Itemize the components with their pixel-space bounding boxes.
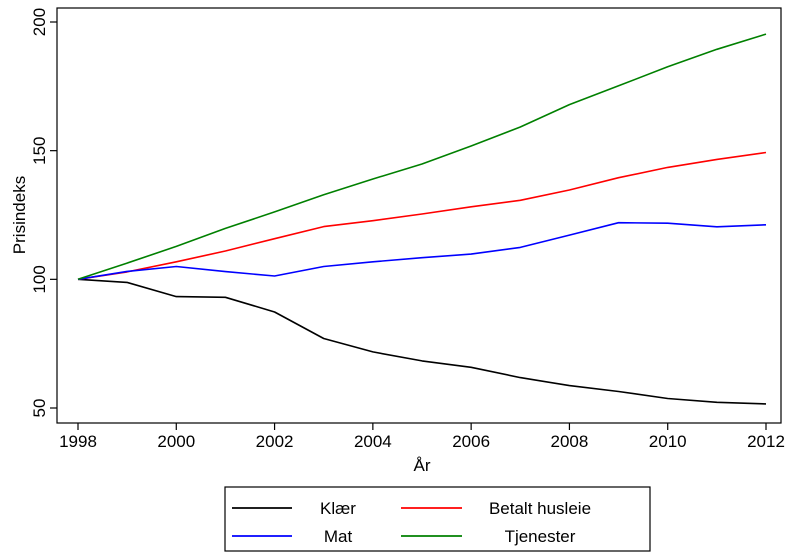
- y-tick-label: 50: [30, 399, 49, 418]
- x-tick-label: 2010: [649, 432, 687, 451]
- series-line-1: [77, 151, 767, 281]
- legend-label: Klær: [320, 499, 356, 518]
- x-tick-label: 2008: [551, 432, 589, 451]
- x-tick-label: 2012: [747, 432, 785, 451]
- series-line-0: [77, 278, 767, 405]
- legend-box: [224, 486, 651, 552]
- y-axis-title: Prisindeks: [10, 176, 29, 254]
- legend-label: Mat: [324, 527, 353, 546]
- y-tick-label: 200: [30, 8, 49, 36]
- legend-label: Tjenester: [505, 527, 576, 546]
- legend-label: Betalt husleie: [489, 499, 591, 518]
- plot-frame: [56, 7, 782, 424]
- series-line-3: [77, 33, 767, 281]
- x-tick-label: 2004: [354, 432, 392, 451]
- series-line-2: [77, 221, 767, 281]
- x-tick-label: 1998: [59, 432, 97, 451]
- y-tick-label: 100: [30, 265, 49, 293]
- x-axis-title: År: [414, 456, 431, 475]
- x-tick-label: 2002: [256, 432, 294, 451]
- axes: 1998 2000 2002 2004 2006 2008 2010 2012 50 100 150…: [30, 7, 785, 451]
- y-tick-label: 150: [30, 136, 49, 164]
- series-lines: [77, 33, 767, 405]
- legend: Klær Betalt husleie Mat Tjenester: [224, 486, 651, 552]
- x-tick-label: 2006: [452, 432, 490, 451]
- x-tick-label: 2000: [157, 432, 195, 451]
